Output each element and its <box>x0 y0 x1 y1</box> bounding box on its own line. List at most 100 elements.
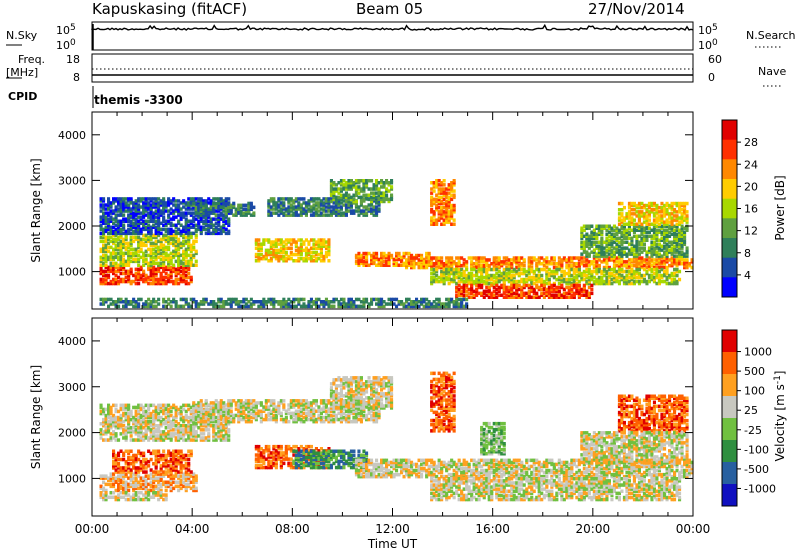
velocity-cell <box>124 428 128 432</box>
power-cell <box>149 205 153 209</box>
power-cell <box>99 197 103 201</box>
power-cell <box>377 259 381 264</box>
power-cell <box>575 283 579 288</box>
power-cell <box>447 265 451 270</box>
power-cell <box>139 211 143 215</box>
power-cell <box>114 217 118 221</box>
power-cell <box>505 289 509 294</box>
power-cell <box>107 201 111 205</box>
power-cell <box>187 229 191 234</box>
velocity-cell <box>139 415 143 420</box>
power-cell <box>660 260 664 264</box>
velocity-cell <box>119 417 123 422</box>
power-cell <box>129 213 133 217</box>
power-cell <box>209 223 213 227</box>
power-cell <box>405 262 409 266</box>
power-cell <box>452 222 456 226</box>
power-cell <box>645 230 649 234</box>
power-cell <box>257 300 261 304</box>
power-cell <box>685 250 689 254</box>
power-cell <box>129 209 133 213</box>
power-cell <box>107 223 111 227</box>
power-cell <box>142 269 146 274</box>
power-cell <box>675 256 679 260</box>
power-cell <box>317 209 321 213</box>
power-band <box>192 201 256 217</box>
power-cell <box>610 250 614 254</box>
power-cell <box>339 195 343 200</box>
power-cell <box>442 183 446 187</box>
power-cell <box>470 265 474 270</box>
power-cell <box>612 275 616 280</box>
power-cell <box>339 201 343 205</box>
power-cell <box>189 221 193 225</box>
power-cell <box>267 248 271 253</box>
velocity-cell <box>167 415 171 420</box>
power-cell <box>174 251 178 256</box>
power-cell <box>522 277 526 282</box>
power-cell <box>219 231 223 236</box>
power-cell <box>545 256 549 260</box>
power-cell <box>134 199 138 203</box>
power-cell <box>177 243 181 248</box>
velocity-cell <box>137 411 141 416</box>
power-cell <box>164 223 168 227</box>
power-cell <box>605 271 609 276</box>
power-cell <box>202 297 206 302</box>
power-cell <box>452 271 456 276</box>
power-cell <box>132 213 136 217</box>
power-cell <box>570 295 574 299</box>
power-cell <box>442 205 446 210</box>
power-cell <box>477 279 481 284</box>
power-cell <box>357 191 361 195</box>
power-cell <box>422 260 426 264</box>
power-cell <box>104 219 108 223</box>
power-cell <box>174 203 178 207</box>
power-cell <box>162 245 166 250</box>
power-cell <box>177 259 181 264</box>
power-cell <box>663 271 667 276</box>
power-cell <box>472 289 476 294</box>
power-cell <box>630 260 634 264</box>
power-cell <box>382 251 386 256</box>
power-cell <box>597 269 601 274</box>
power-cell <box>652 218 656 222</box>
power-cell <box>304 252 308 257</box>
power-cell <box>652 220 656 224</box>
power-cell <box>585 258 589 262</box>
power-cell <box>159 199 163 203</box>
power-cell <box>652 252 656 256</box>
power-cell <box>329 300 333 304</box>
power-cell <box>440 183 444 187</box>
power-cell <box>597 265 601 270</box>
power-cell <box>577 289 581 294</box>
velocity-cell <box>117 424 121 428</box>
power-cell <box>357 257 361 262</box>
power-cell <box>670 263 674 268</box>
velocity-cell <box>107 426 111 430</box>
power-cell <box>272 297 276 302</box>
power-cell <box>592 250 596 254</box>
power-cell <box>282 256 286 261</box>
power-cell <box>437 256 441 260</box>
power-cell <box>377 203 381 207</box>
power-cell <box>555 277 559 282</box>
power-cell <box>272 254 276 259</box>
power-cell <box>640 258 644 262</box>
power-cell <box>610 273 614 278</box>
power-cell <box>142 201 146 205</box>
power-cell <box>600 248 604 252</box>
power-cell <box>582 224 586 228</box>
power-cell <box>462 281 466 286</box>
power-cell <box>482 256 486 260</box>
power-cell <box>162 281 166 286</box>
power-cell <box>139 239 143 244</box>
velocity-cell <box>109 405 113 410</box>
power-cell <box>152 304 156 309</box>
power-cell <box>452 218 456 222</box>
power-cell <box>627 214 631 218</box>
power-cell <box>647 214 651 218</box>
power-cell <box>480 279 484 284</box>
power-cell <box>673 258 677 262</box>
power-cell <box>537 269 541 274</box>
